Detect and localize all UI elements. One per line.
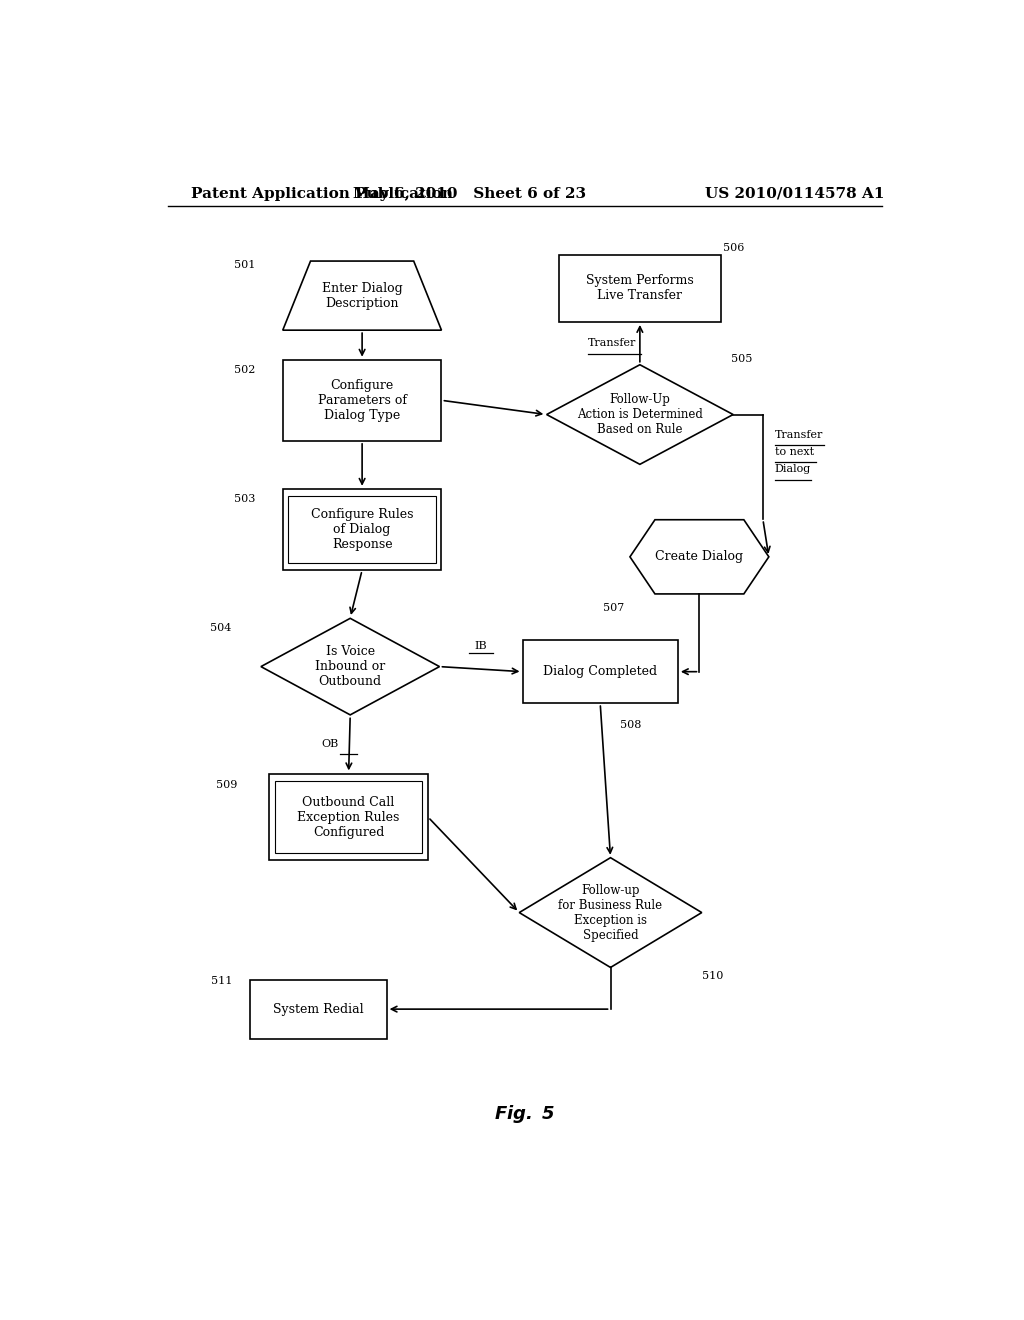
Text: Transfer: Transfer — [775, 430, 823, 440]
Text: Follow-Up
Action is Determined
Based on Rule: Follow-Up Action is Determined Based on … — [577, 393, 702, 436]
Text: May 6, 2010   Sheet 6 of 23: May 6, 2010 Sheet 6 of 23 — [352, 187, 586, 201]
Text: Create Dialog: Create Dialog — [655, 550, 743, 564]
Text: 503: 503 — [233, 494, 255, 504]
Bar — [283, 359, 441, 441]
Text: Follow-up
for Business Rule
Exception is
Specified: Follow-up for Business Rule Exception is… — [558, 883, 663, 941]
Text: 506: 506 — [723, 243, 744, 253]
Text: 510: 510 — [701, 970, 723, 981]
Text: Is Voice
Inbound or
Outbound: Is Voice Inbound or Outbound — [315, 645, 385, 688]
Text: Enter Dialog
Description: Enter Dialog Description — [322, 281, 402, 310]
Text: System Redial: System Redial — [273, 1003, 364, 1015]
Text: 509: 509 — [216, 780, 238, 789]
Text: 505: 505 — [731, 354, 753, 363]
Text: System Performs
Live Transfer: System Performs Live Transfer — [586, 275, 693, 302]
Text: Outbound Call
Exception Rules
Configured: Outbound Call Exception Rules Configured — [297, 796, 399, 838]
Polygon shape — [261, 618, 439, 715]
Polygon shape — [630, 520, 769, 594]
Text: Configure
Parameters of
Dialog Type: Configure Parameters of Dialog Type — [317, 379, 407, 422]
Bar — [283, 488, 441, 570]
Text: to next: to next — [775, 447, 814, 457]
Bar — [274, 781, 423, 853]
Text: 507: 507 — [603, 603, 624, 612]
Text: US 2010/0114578 A1: US 2010/0114578 A1 — [705, 187, 885, 201]
Text: Dialog: Dialog — [775, 465, 811, 474]
Text: IB: IB — [475, 642, 487, 651]
Bar — [289, 496, 436, 562]
Text: OB: OB — [322, 739, 338, 750]
Text: 502: 502 — [233, 364, 255, 375]
Bar — [523, 640, 678, 704]
Text: 501: 501 — [233, 260, 255, 271]
Polygon shape — [519, 858, 701, 968]
Text: $\bfit{Fig.}$ $\bfit{5}$: $\bfit{Fig.}$ $\bfit{5}$ — [494, 1102, 556, 1125]
Text: Transfer: Transfer — [588, 338, 637, 348]
Text: 508: 508 — [620, 719, 641, 730]
Text: Configure Rules
of Dialog
Response: Configure Rules of Dialog Response — [311, 508, 414, 550]
Text: 504: 504 — [210, 623, 231, 634]
Polygon shape — [547, 364, 733, 465]
Text: 511: 511 — [211, 975, 232, 986]
Bar — [558, 256, 721, 322]
Bar — [269, 774, 428, 861]
Text: Dialog Completed: Dialog Completed — [543, 665, 657, 678]
Polygon shape — [283, 261, 441, 330]
Bar — [250, 979, 387, 1039]
Text: Patent Application Publication: Patent Application Publication — [191, 187, 454, 201]
